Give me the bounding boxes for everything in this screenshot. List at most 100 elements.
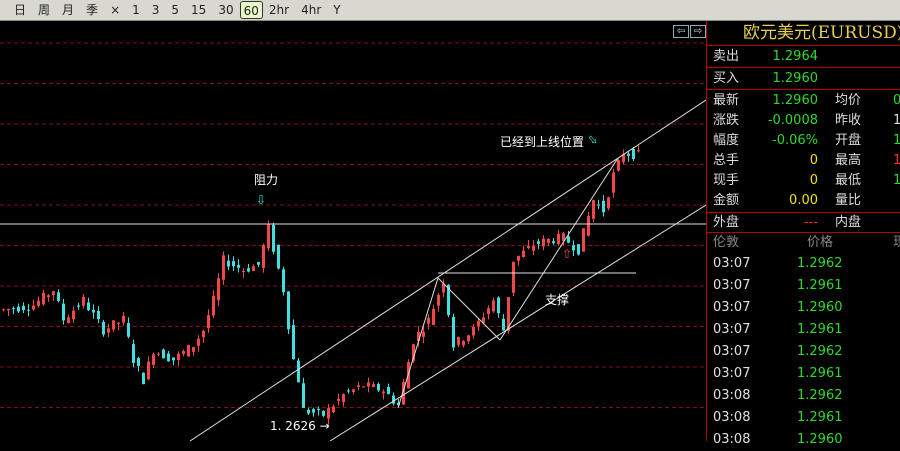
stat-value-2: 1 xyxy=(893,173,900,188)
tick-row: 03:07 1.2960 xyxy=(707,297,900,319)
lower-channel-line xyxy=(329,204,706,441)
period-button[interactable]: 5 xyxy=(171,3,180,17)
tick-row: 03:08 1.2961 xyxy=(707,407,900,429)
candle-body xyxy=(357,385,360,387)
candle-body xyxy=(232,261,235,266)
outer-row: 外盘 --- 内盘 xyxy=(707,213,900,233)
candle-body xyxy=(412,344,415,361)
period-button[interactable]: 4hr xyxy=(301,3,322,17)
symbol-title: 欧元美元(EURUSD) xyxy=(707,21,900,46)
stat-value: -0.06% xyxy=(772,133,818,148)
candle-body xyxy=(22,305,25,310)
inner-label: 内盘 xyxy=(835,215,862,230)
period-button[interactable]: 30 xyxy=(218,3,234,17)
candle-body xyxy=(157,353,160,355)
period-button[interactable]: × xyxy=(110,3,121,17)
tick-time: 03:07 xyxy=(713,300,751,315)
stat-value-2: 1 xyxy=(893,113,900,128)
candle-body xyxy=(7,308,10,311)
candle-body xyxy=(107,328,110,333)
candle-body xyxy=(87,302,90,311)
stat-label-2: 最高 xyxy=(835,153,862,168)
stat-label: 涨跌 xyxy=(713,113,740,128)
candle-body xyxy=(542,238,545,247)
candle-body xyxy=(227,260,230,267)
upper-channel-line xyxy=(189,99,706,441)
candle-body xyxy=(27,309,30,311)
stat-row: 最新 1.2960 均价 0 xyxy=(707,91,900,111)
candle-body xyxy=(47,295,50,297)
period-button[interactable]: 日 xyxy=(14,3,27,17)
stat-label: 现手 xyxy=(713,173,740,188)
sell-label: 卖出 xyxy=(713,49,740,64)
period-toolbar: 日周月季 × 1 3 5 15 30 60 2hr 4hr Y xyxy=(0,0,900,21)
candle-body xyxy=(507,297,510,331)
tick-list[interactable]: 03:07 1.2962 03:07 1.2961 03:07 1.2960 03:07 1.… xyxy=(707,253,900,451)
candle-body xyxy=(352,389,355,392)
candle-body xyxy=(317,408,320,410)
candle-body xyxy=(417,332,420,342)
period-button[interactable]: 1 xyxy=(132,3,140,17)
stat-row: 幅度 -0.06% 开盘 1 xyxy=(707,131,900,151)
stat-label: 最新 xyxy=(713,93,740,108)
candle-body xyxy=(382,391,385,394)
period-button[interactable]: 2hr xyxy=(268,3,290,17)
stat-label-2: 最低 xyxy=(835,173,862,188)
period-button[interactable]: 15 xyxy=(191,3,207,17)
period-button[interactable]: 月 xyxy=(62,3,75,17)
candle-body xyxy=(262,244,265,268)
period-button[interactable]: 季 xyxy=(86,3,99,17)
upper-line-label: 已经到上线位置 xyxy=(500,135,585,149)
candle-body xyxy=(302,383,305,408)
buy-value: 1.2960 xyxy=(772,71,819,86)
candle-body xyxy=(582,228,585,252)
candle-body xyxy=(572,245,575,251)
stat-row: 现手 0 最低 1 xyxy=(707,171,900,191)
candle-body xyxy=(502,318,505,331)
stat-row: 总手 0 最高 1 xyxy=(707,151,900,171)
candle-body xyxy=(172,357,175,361)
stat-value-2: 0 xyxy=(893,93,900,108)
candle-body xyxy=(402,382,405,405)
candle-body xyxy=(282,269,285,293)
scroll-right-button[interactable]: ⇨ xyxy=(690,25,706,38)
candle-body xyxy=(517,255,520,261)
scroll-left-button[interactable]: ⇦ xyxy=(673,25,689,38)
candle-body xyxy=(397,402,400,406)
candle-body xyxy=(337,398,340,401)
candle-body xyxy=(557,233,560,245)
candle-body xyxy=(497,297,500,314)
stat-value: 0 xyxy=(809,173,818,188)
candle-body xyxy=(377,383,380,391)
candle-body xyxy=(2,309,5,311)
candle-body xyxy=(487,308,490,314)
tick-price: 1.2961 xyxy=(797,322,843,337)
candle-body xyxy=(62,303,65,321)
tick-row: 03:07 1.2961 xyxy=(707,363,900,385)
candle-body xyxy=(522,250,525,257)
candle-body xyxy=(432,308,435,325)
stat-label-2: 均价 xyxy=(835,93,862,108)
tick-price: 1.2961 xyxy=(797,410,843,425)
candle-body xyxy=(447,284,450,316)
candle-body xyxy=(547,238,550,244)
candle-body xyxy=(372,384,375,387)
trend-segment xyxy=(397,277,439,409)
stats-block: 最新 1.2960 均价 0 涨跌 -0.0008 昨收 1 幅度 -0.06% 开盘 1 总手 0 最高 1… xyxy=(707,90,900,213)
stat-label: 幅度 xyxy=(713,133,740,148)
candle-body xyxy=(212,295,215,316)
period-button[interactable]: 周 xyxy=(38,3,51,17)
sell-row: 卖出 1.2964 xyxy=(707,46,900,68)
candle-body xyxy=(77,305,80,307)
period-button[interactable]: 3 xyxy=(151,3,160,17)
candle-body xyxy=(112,320,115,330)
period-button[interactable]: Y xyxy=(333,3,341,17)
period-button[interactable]: 60 xyxy=(239,1,263,19)
tick-price: 1.2962 xyxy=(797,388,843,403)
candle-body xyxy=(127,323,130,337)
stat-label-2: 昨收 xyxy=(835,113,862,128)
candle-body xyxy=(527,245,530,249)
candlestick-chart[interactable] xyxy=(0,21,706,441)
candle-body xyxy=(592,200,595,219)
candle-body xyxy=(67,317,70,323)
